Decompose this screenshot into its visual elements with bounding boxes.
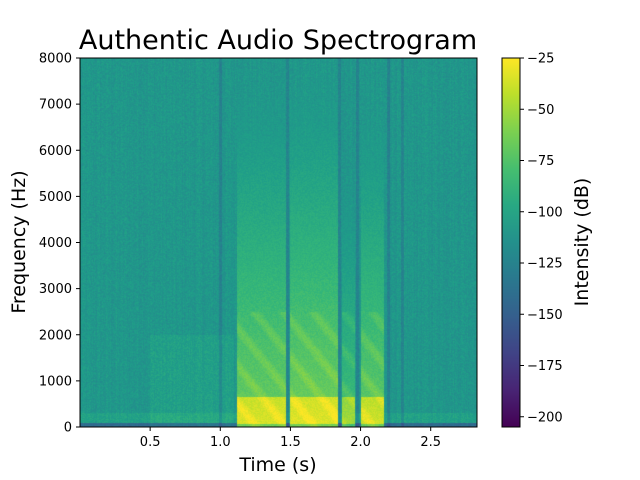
x-axis: 0.5 1.0 1.5 2.0 2.5 <box>140 427 441 450</box>
y-tick-label: 0 <box>64 421 72 436</box>
colorbar-tick-label: −50 <box>527 103 554 118</box>
colorbar-tick-label: −175 <box>527 359 563 374</box>
chart-title: Authentic Audio Spectrogram <box>79 25 477 56</box>
colorbar-gradient <box>501 57 521 428</box>
plot-area <box>79 57 478 428</box>
colorbar-axis: −25 −50 −75 −100 −125 −150 −175 −200 <box>520 52 563 425</box>
x-tick-label: 2.0 <box>350 435 371 450</box>
y-tick-label: 8000 <box>39 52 72 67</box>
colorbar-title: Intensity (dB) <box>571 178 593 307</box>
x-axis-title: Time (s) <box>238 454 316 476</box>
y-tick-label: 4000 <box>39 236 72 251</box>
colorbar-tick-label: −100 <box>527 205 563 220</box>
colorbar-tick-label: −75 <box>527 154 554 169</box>
y-tick-label: 6000 <box>39 144 72 159</box>
y-tick-label: 1000 <box>39 374 72 389</box>
y-axis-title: Frequency (Hz) <box>8 170 30 313</box>
y-tick-label: 3000 <box>39 282 72 297</box>
x-tick-label: 1.5 <box>280 435 301 450</box>
colorbar-tick-label: −125 <box>527 257 563 272</box>
x-tick-label: 1.0 <box>210 435 231 450</box>
colorbar-tick-label: −200 <box>527 410 563 425</box>
y-tick-label: 7000 <box>39 98 72 113</box>
x-tick-label: 0.5 <box>140 435 161 450</box>
colorbar-tick-label: −25 <box>527 52 554 67</box>
colorbar: −25 −50 −75 −100 −125 −150 −175 −200 <box>501 52 563 428</box>
y-tick-label: 5000 <box>39 190 72 205</box>
y-tick-label: 2000 <box>39 328 72 343</box>
spectrogram-heatmap <box>80 58 477 427</box>
x-tick-label: 2.5 <box>420 435 441 450</box>
y-axis: 0 1000 2000 3000 4000 5000 6000 7000 8000 <box>39 52 80 436</box>
colorbar-tick-label: −150 <box>527 308 563 323</box>
